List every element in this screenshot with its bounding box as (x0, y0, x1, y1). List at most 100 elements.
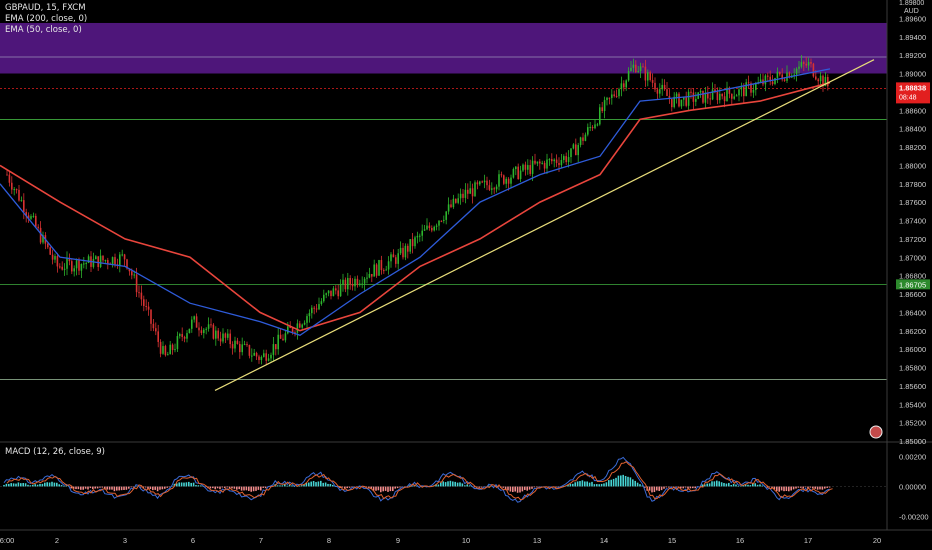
candle-body (800, 62, 803, 67)
macd-bar (125, 486, 128, 490)
macd-bar (519, 486, 521, 493)
macd-bar (154, 486, 156, 490)
candle-body (179, 334, 181, 337)
candle-body (239, 343, 241, 353)
macd-bar (161, 486, 164, 490)
price-tick-label: 1.89600 (899, 14, 926, 23)
macd-bar (310, 481, 312, 487)
candle-body (114, 257, 116, 265)
candle-body (354, 278, 356, 287)
candle-body (402, 247, 404, 258)
candle-body (145, 305, 147, 307)
macd-bar (442, 481, 444, 487)
macd-bar (795, 486, 797, 489)
candle-body (308, 313, 311, 317)
candle-body (519, 170, 522, 180)
macd-bar (531, 486, 533, 489)
candle-body (260, 356, 263, 361)
candle-body (313, 307, 315, 309)
macd-bar (516, 486, 519, 493)
candle-body (195, 316, 198, 328)
candle-body (68, 258, 71, 262)
ema50-legend: EMA (50, close, 0) (5, 25, 82, 35)
macd-bar (620, 475, 622, 487)
macd-bar (461, 483, 464, 487)
candle-body (462, 193, 464, 198)
candle-body (627, 71, 630, 81)
macd-bar (387, 486, 389, 492)
candle-body (433, 226, 435, 231)
candle-body (752, 89, 755, 93)
macd-bar (756, 484, 759, 487)
price-tick-label: 1.85600 (899, 382, 926, 391)
macd-bar (72, 486, 75, 489)
candle-body (625, 80, 627, 88)
candle-body (517, 166, 519, 180)
candle-body (719, 93, 721, 101)
macd-bar (574, 482, 576, 487)
macd-bar (389, 486, 392, 492)
candle-body (493, 188, 495, 190)
macd-bar (243, 486, 245, 491)
macd-bar (36, 484, 39, 487)
macd-bar (322, 482, 324, 487)
macd-bar (723, 482, 725, 487)
candle-body (639, 66, 642, 72)
macd-bar (370, 486, 372, 489)
macd-bar (706, 483, 708, 487)
candle-body (191, 319, 193, 329)
macd-bar (116, 486, 118, 491)
candle-body (231, 344, 234, 349)
macd-bar (96, 486, 99, 489)
macd-bar (610, 479, 612, 487)
candle-body (287, 326, 289, 334)
candle-body (152, 323, 155, 329)
candle-body (414, 237, 416, 247)
macd-bar (778, 486, 780, 492)
candle-body (644, 66, 647, 81)
macd-bar (183, 482, 185, 487)
macd-bar (528, 486, 531, 490)
macd-bar (752, 483, 754, 487)
candle-body (356, 278, 359, 285)
macd-bar (819, 486, 821, 490)
last-price-tag (896, 82, 930, 104)
macd-bar (740, 485, 742, 487)
candle-body (587, 127, 589, 135)
macd-bar (166, 486, 168, 488)
candle-body (527, 165, 529, 170)
candle-body (303, 322, 306, 325)
macd-bar (212, 486, 214, 489)
candle-body (159, 341, 162, 354)
macd-bar (663, 486, 665, 489)
macd-bar (65, 485, 68, 487)
macd-bar (392, 486, 394, 492)
macd-bar (802, 486, 804, 489)
candle-body (395, 257, 397, 264)
macd-bar (449, 480, 452, 487)
candle-body (618, 89, 620, 97)
candle-body (294, 332, 296, 334)
macd-bar (327, 483, 329, 487)
macd-bar (473, 486, 476, 488)
candle-body (690, 91, 692, 93)
candle-body (200, 330, 203, 334)
candle-body (49, 247, 51, 255)
macd-tick-label: 0.00200 (899, 453, 926, 462)
macd-bar (348, 486, 351, 488)
macd-bar (507, 486, 509, 491)
candle-body (440, 220, 443, 222)
macd-bar (579, 481, 581, 487)
candle-body (255, 352, 258, 357)
candle-body (11, 182, 13, 190)
candle-body (121, 254, 123, 256)
price-tick-label: 1.85000 (899, 437, 926, 446)
macd-bar (629, 477, 632, 487)
candle-body (315, 308, 318, 310)
macd-bar (444, 482, 447, 487)
macd-bar (504, 486, 507, 491)
macd-bar (435, 484, 437, 487)
macd-bar (476, 486, 478, 488)
macd-bar (53, 482, 56, 487)
